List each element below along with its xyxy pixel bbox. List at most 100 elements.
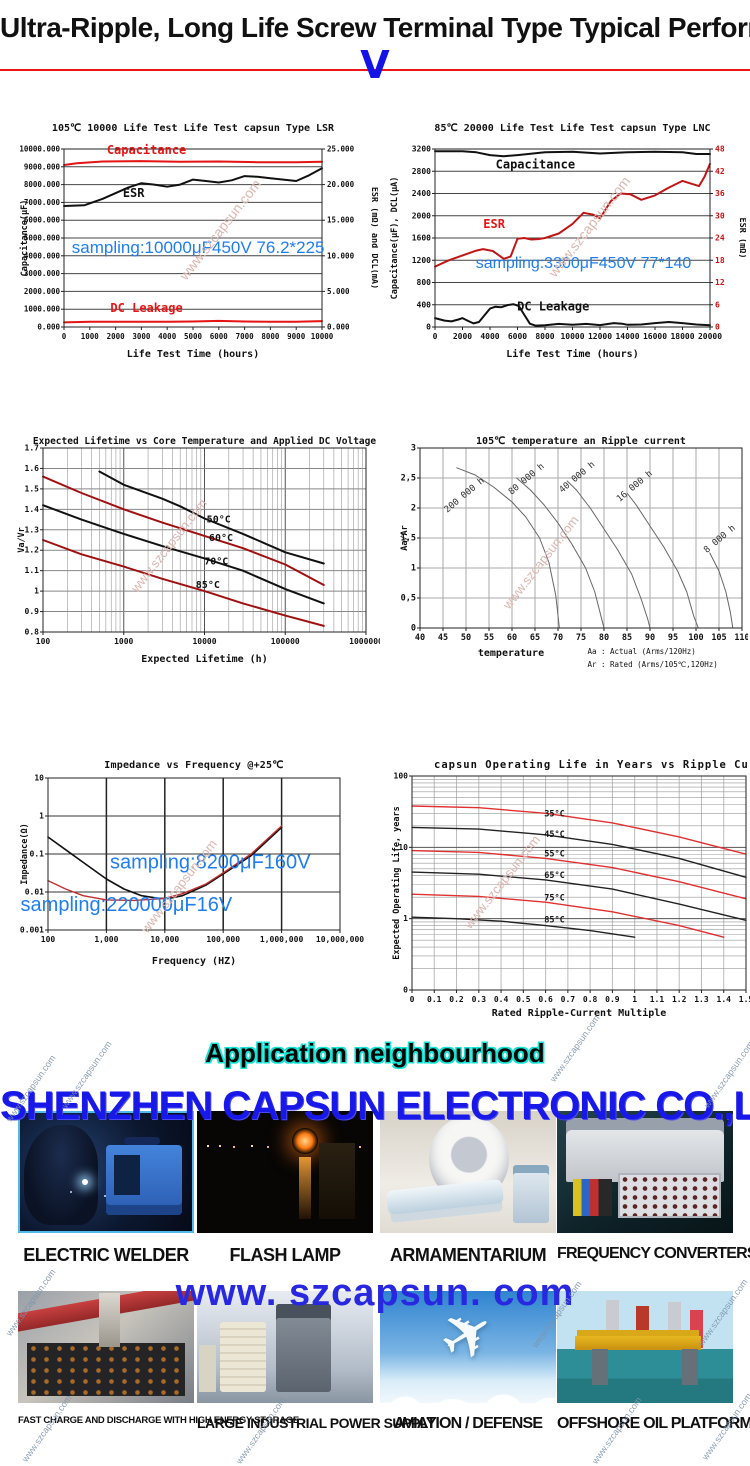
svg-text:9000: 9000 (287, 332, 306, 341)
svg-text:0.4: 0.4 (494, 995, 509, 1004)
company-name: SHENZHEN CAPSUN ELECTRONIC CO.,LTD (0, 1084, 750, 1128)
svg-text:85°C: 85°C (544, 916, 564, 926)
svg-text:Capacitance: Capacitance (107, 143, 186, 157)
photo-armamentarium (380, 1111, 556, 1233)
svg-text:10: 10 (34, 774, 44, 783)
svg-text:Expected Lifetime (h): Expected Lifetime (h) (141, 653, 267, 665)
svg-text:0: 0 (403, 986, 408, 995)
svg-text:0.01: 0.01 (25, 888, 44, 897)
svg-text:75°C: 75°C (544, 893, 564, 903)
svg-text:100: 100 (41, 935, 56, 944)
photo-frequency-converters (557, 1111, 733, 1233)
svg-text:Capacitance: Capacitance (496, 157, 575, 171)
svg-text:18000: 18000 (670, 332, 694, 341)
svg-text:85℃ 20000 Life Test Life Test: 85℃ 20000 Life Test Life Test capsun Typ… (434, 122, 710, 134)
application-card: FLASH LAMP (197, 1111, 373, 1266)
caption-frequency-converters: FREQUENCY CONVERTERS (557, 1245, 750, 1262)
svg-text:Capacitance(μF), DCL(μA): Capacitance(μF), DCL(μA) (389, 177, 400, 300)
chart-operating-life-vs-ripple: 0 0.1 0.2 0.3 0.4 0.5 0.6 0.7 0.8 0.9 1 1.1 1.2 1.3 1.… (390, 752, 750, 1037)
svg-text:3000: 3000 (132, 332, 151, 341)
svg-text:5000: 5000 (184, 332, 203, 341)
svg-text:sampling:8200μF160V: sampling:8200μF160V (110, 851, 311, 873)
application-card: ARMAMENTARIUM (380, 1111, 556, 1266)
caption-fast-charge-storage: FAST CHARGE AND DISCHARGE WITH HIGH ENER… (18, 1415, 299, 1426)
svg-text:60: 60 (507, 633, 517, 643)
svg-text:4000: 4000 (158, 332, 177, 341)
svg-text:4000: 4000 (480, 332, 499, 341)
svg-text:3: 3 (411, 444, 416, 454)
svg-text:12000: 12000 (588, 332, 612, 341)
svg-text:8000: 8000 (261, 332, 280, 341)
svg-text:1000.000: 1000.000 (24, 305, 61, 314)
svg-text:45: 45 (438, 633, 448, 643)
application-card: AVIATION / DEFENSE (380, 1291, 556, 1433)
svg-text:Impedance vs Frequency @+25℃: Impedance vs Frequency @+25℃ (104, 760, 283, 771)
svg-text:55°C: 55°C (544, 850, 564, 860)
svg-text:1.3: 1.3 (25, 525, 40, 534)
caption-industrial-power-supply: LARGE INDUSTRIAL POWER SUPPLY (197, 1415, 436, 1431)
svg-text:1,5: 1,5 (401, 534, 416, 544)
svg-text:Ar : Rated (Arms/105℃,120Hz): Ar : Rated (Arms/105℃,120Hz) (587, 660, 717, 669)
svg-text:4000.000: 4000.000 (24, 251, 61, 260)
svg-text:85°C: 85°C (196, 580, 220, 591)
svg-text:2000.000: 2000.000 (24, 287, 61, 296)
svg-text:0: 0 (433, 332, 438, 341)
website-url[interactable]: www. szcapsun. com (175, 1272, 575, 1314)
svg-text:DC Leakage: DC Leakage (110, 301, 182, 315)
svg-text:Life Test Time (hours): Life Test Time (hours) (127, 348, 259, 360)
caption-armamentarium: ARMAMENTARIUM (389, 1245, 547, 1265)
svg-text:0.000: 0.000 (37, 323, 60, 332)
svg-text:65°C: 65°C (544, 871, 564, 881)
svg-text:Rated Ripple-Current Multiple: Rated Ripple-Current Multiple (492, 1007, 667, 1019)
svg-text:10,000,000: 10,000,000 (316, 935, 364, 944)
svg-text:1.5: 1.5 (25, 484, 40, 493)
svg-text:14000: 14000 (615, 332, 639, 341)
svg-text:1000000: 1000000 (349, 637, 380, 646)
photo-flash-lamp (197, 1111, 373, 1233)
svg-text:1.6: 1.6 (25, 464, 40, 473)
svg-text:Frequency (HZ): Frequency (HZ) (152, 956, 236, 967)
svg-text:100000: 100000 (271, 637, 300, 646)
svg-text:0.1: 0.1 (30, 850, 45, 859)
svg-text:8000: 8000 (535, 332, 554, 341)
svg-text:ESR (mΩ) and DCL(mA): ESR (mΩ) and DCL(mA) (369, 187, 378, 289)
divider-line (0, 69, 750, 71)
svg-text:1: 1 (34, 587, 39, 596)
svg-text:0,5: 0,5 (401, 594, 416, 604)
svg-text:ESR: ESR (483, 217, 505, 231)
svg-text:Aa/Ar: Aa/Ar (400, 525, 410, 551)
svg-text:0.1: 0.1 (427, 995, 442, 1004)
page-title: Ultra-Ripple, Long Life Screw Terminal T… (0, 12, 750, 43)
svg-text:25.000: 25.000 (327, 145, 355, 154)
svg-text:80: 80 (599, 633, 609, 643)
svg-text:Expected Operating Life, years: Expected Operating Life, years (391, 806, 402, 960)
svg-text:0.7: 0.7 (561, 995, 576, 1004)
svg-text:40: 40 (415, 633, 425, 643)
svg-text:1600: 1600 (412, 234, 431, 243)
svg-text:0.3: 0.3 (472, 995, 487, 1004)
svg-text:sampling:220000μF16V: sampling:220000μF16V (21, 894, 233, 916)
svg-text:100,000: 100,000 (206, 935, 240, 944)
svg-text:20000: 20000 (698, 332, 722, 341)
svg-text:0.9: 0.9 (25, 607, 40, 616)
svg-text:1000: 1000 (81, 332, 100, 341)
svg-text:0.2: 0.2 (449, 995, 464, 1004)
svg-text:70: 70 (553, 633, 563, 643)
svg-text:10000.000: 10000.000 (19, 145, 60, 154)
svg-text:800: 800 (417, 278, 432, 287)
svg-text:2800: 2800 (412, 167, 431, 176)
svg-text:5.000: 5.000 (327, 287, 350, 296)
svg-text:48: 48 (715, 145, 725, 154)
svg-text:35°C: 35°C (544, 810, 564, 820)
svg-text:1.4: 1.4 (717, 995, 732, 1004)
svg-text:95: 95 (668, 633, 678, 643)
svg-text:50: 50 (461, 633, 471, 643)
svg-text:0: 0 (426, 323, 431, 332)
svg-text:1.5: 1.5 (739, 995, 750, 1004)
svg-text:1,000: 1,000 (94, 935, 118, 944)
chart-life-test-85c-lnc: 0 2000 4000 6000 8000 10000 12000 14000 16000 180… (388, 115, 746, 375)
svg-text:DC Leakage: DC Leakage (517, 299, 589, 313)
svg-text:0.8: 0.8 (583, 995, 598, 1004)
svg-text:capsun Operating Life in Year: capsun Operating Life in Years vs Ripple… (434, 759, 750, 771)
svg-text:0.5: 0.5 (516, 995, 531, 1004)
